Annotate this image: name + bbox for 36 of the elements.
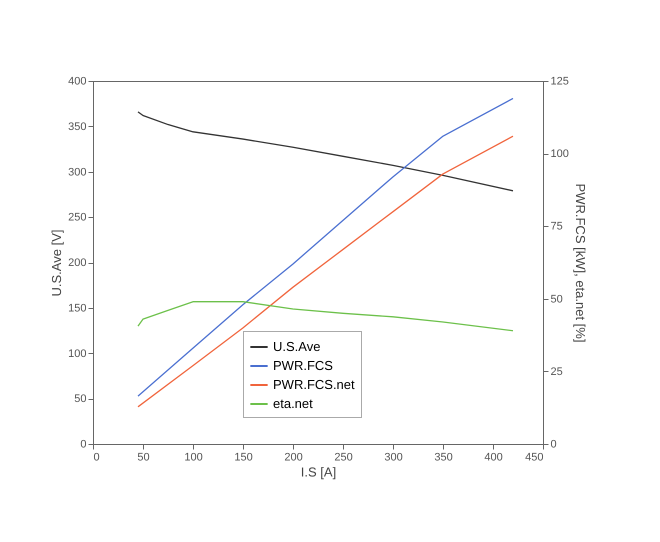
y-tick-label: 300 [68,166,86,178]
y-axis-title: U.S.Ave [V] [49,230,64,296]
y2-tick-label: 50 [550,293,563,306]
legend-label: eta.net [273,396,314,411]
legend-label: U.S.Ave [273,339,320,354]
y-tick-label: 0 [80,438,86,450]
y2-tick-label: 25 [550,366,563,378]
y2-tick-label: 75 [550,220,563,233]
y-tick-label: 100 [68,348,86,360]
y-tick-label: 250 [68,212,86,224]
y-tick-label: 350 [68,120,86,133]
line-series [137,301,514,332]
y2-tick-label: 100 [550,148,569,160]
x-tick-label: 150 [234,452,253,464]
x-tick-label: 450 [525,452,544,464]
x-tick-label: 250 [334,452,353,464]
x-tick-label: 100 [184,452,203,464]
y2-tick-label: 125 [550,76,569,88]
y-tick-label: 50 [74,393,86,406]
y-tick-label: 200 [68,257,86,269]
x-tick-label: 0 [94,452,100,464]
legend-label: PWR.FCS.net [273,377,356,392]
legend-label: PWR.FCS [273,358,334,373]
x-tick-label: 200 [284,452,303,464]
x-tick-label: 350 [434,452,453,464]
y2-axis-title: PWR.FCS [kW], eta.net [%] [572,184,588,342]
x-tick-label: 300 [384,452,403,464]
x-tick-label: 50 [137,452,150,464]
line-series [137,98,514,397]
y-tick-label: 150 [68,302,86,314]
y-tick-label: 400 [68,76,86,88]
x-axis-title: I.S [A] [300,464,336,480]
x-tick-label: 400 [484,452,503,464]
line-series [137,136,514,408]
y2-tick-label: 0 [550,438,557,450]
line-series [137,111,514,192]
